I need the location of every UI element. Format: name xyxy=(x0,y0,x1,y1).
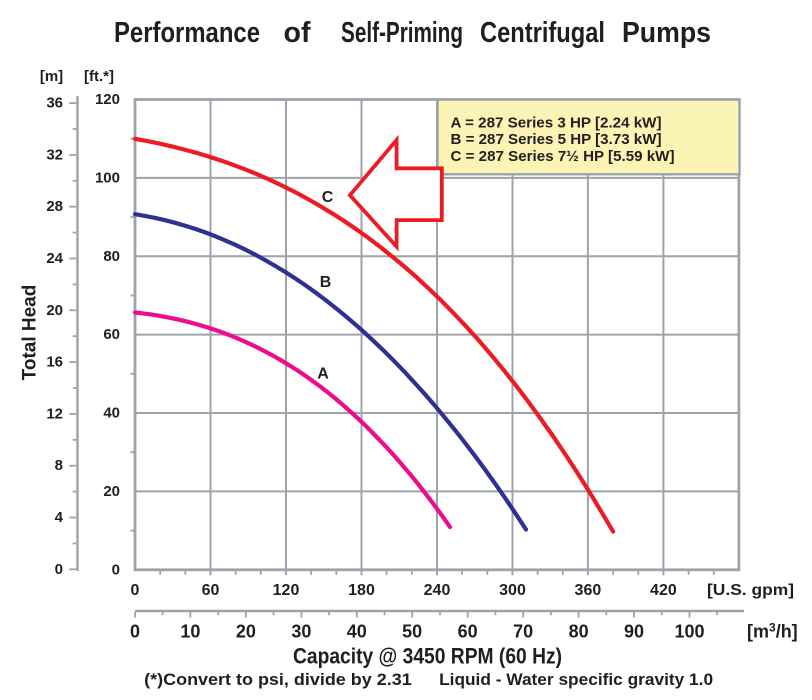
svg-text:Pumps: Pumps xyxy=(622,17,711,49)
svg-text:240: 240 xyxy=(424,582,451,599)
svg-text:10: 10 xyxy=(180,621,200,641)
svg-text:0: 0 xyxy=(55,561,63,578)
svg-text:Centrifugal: Centrifugal xyxy=(480,17,605,49)
svg-text:120: 120 xyxy=(95,91,120,108)
svg-text:80: 80 xyxy=(569,621,589,641)
svg-text:50: 50 xyxy=(402,621,422,641)
svg-text:Liquid - Water specific gravit: Liquid - Water specific gravity 1.0 xyxy=(439,670,713,689)
svg-text:60: 60 xyxy=(458,621,478,641)
svg-text:360: 360 xyxy=(575,582,602,599)
svg-text:12: 12 xyxy=(46,405,63,422)
svg-text:24: 24 xyxy=(46,250,63,267)
svg-text:16: 16 xyxy=(46,354,63,371)
svg-text:A = 287 Series 3 HP [2.24 kW]: A = 287 Series 3 HP [2.24 kW] xyxy=(451,115,662,132)
svg-text:A: A xyxy=(317,365,329,382)
svg-text:120: 120 xyxy=(273,582,300,599)
svg-text:60: 60 xyxy=(202,582,220,599)
svg-text:36: 36 xyxy=(46,95,63,112)
svg-text:100: 100 xyxy=(674,621,704,641)
svg-text:0: 0 xyxy=(131,582,140,599)
svg-text:420: 420 xyxy=(650,582,677,599)
svg-text:Capacity @ 3450 RPM (60 Hz): Capacity @ 3450 RPM (60 Hz) xyxy=(293,643,562,668)
svg-text:80: 80 xyxy=(103,248,120,265)
svg-text:B = 287 Series 5 HP [3.73 kW]: B = 287 Series 5 HP [3.73 kW] xyxy=(451,131,662,148)
svg-text:90: 90 xyxy=(624,621,644,641)
svg-text:20: 20 xyxy=(46,302,63,319)
svg-text:Performance: Performance xyxy=(114,17,260,49)
svg-text:28: 28 xyxy=(46,198,63,215)
svg-text:0: 0 xyxy=(130,621,140,641)
svg-text:70: 70 xyxy=(513,621,533,641)
svg-text:60: 60 xyxy=(103,326,120,343)
svg-text:4: 4 xyxy=(55,509,64,526)
svg-text:[U.S. gpm]: [U.S. gpm] xyxy=(707,582,794,599)
svg-text:C = 287 Series 7½ HP [5.59 kW]: C = 287 Series 7½ HP [5.59 kW] xyxy=(451,148,675,165)
svg-text:C: C xyxy=(322,189,334,206)
svg-text:[m]: [m] xyxy=(40,68,63,85)
svg-text:300: 300 xyxy=(499,582,526,599)
svg-text:Total Head: Total Head xyxy=(20,285,41,381)
svg-text:20: 20 xyxy=(236,621,256,641)
svg-text:Self-Priming: Self-Priming xyxy=(341,17,463,49)
svg-text:[m3/h]: [m3/h] xyxy=(747,620,798,641)
svg-text:0: 0 xyxy=(112,561,120,578)
svg-text:B: B xyxy=(320,274,332,291)
svg-text:of: of xyxy=(284,17,311,49)
svg-text:8: 8 xyxy=(55,457,63,474)
svg-text:[ft.*]: [ft.*] xyxy=(84,68,114,85)
svg-text:20: 20 xyxy=(103,483,120,500)
svg-text:40: 40 xyxy=(103,405,120,422)
svg-text:(*)Convert to psi, divide by 2: (*)Convert to psi, divide by 2.31 xyxy=(144,670,412,689)
svg-text:180: 180 xyxy=(348,582,375,599)
svg-text:30: 30 xyxy=(291,621,311,641)
svg-text:100: 100 xyxy=(95,169,120,186)
svg-text:40: 40 xyxy=(347,621,367,641)
svg-text:32: 32 xyxy=(46,146,63,163)
